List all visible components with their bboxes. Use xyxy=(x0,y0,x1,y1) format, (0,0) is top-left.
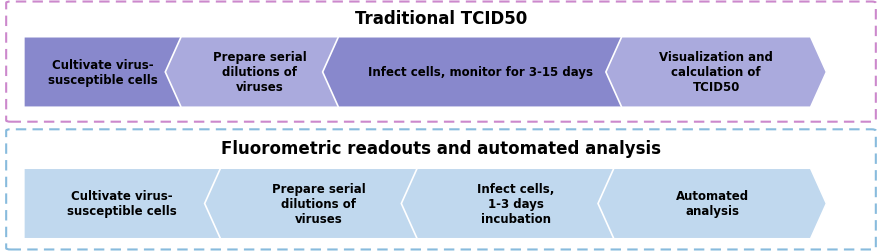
Text: Cultivate virus-
susceptible cells: Cultivate virus- susceptible cells xyxy=(48,59,157,87)
Text: Prepare serial
dilutions of
viruses: Prepare serial dilutions of viruses xyxy=(272,182,366,225)
Text: Cultivate virus-
susceptible cells: Cultivate virus- susceptible cells xyxy=(67,190,177,218)
Polygon shape xyxy=(205,169,433,239)
Text: Traditional TCID50: Traditional TCID50 xyxy=(355,10,527,28)
FancyBboxPatch shape xyxy=(6,3,876,122)
Text: Automated
analysis: Automated analysis xyxy=(676,190,749,218)
Polygon shape xyxy=(598,169,826,239)
Text: Infect cells, monitor for 3-15 days: Infect cells, monitor for 3-15 days xyxy=(368,66,593,79)
Polygon shape xyxy=(24,38,197,108)
Text: Prepare serial
dilutions of
viruses: Prepare serial dilutions of viruses xyxy=(213,51,307,94)
Text: Fluorometric readouts and automated analysis: Fluorometric readouts and automated anal… xyxy=(221,140,661,158)
Polygon shape xyxy=(606,38,826,108)
Polygon shape xyxy=(165,38,355,108)
FancyBboxPatch shape xyxy=(6,130,876,249)
Polygon shape xyxy=(323,38,638,108)
Text: Infect cells,
1-3 days
incubation: Infect cells, 1-3 days incubation xyxy=(477,182,554,225)
Polygon shape xyxy=(24,169,236,239)
Text: Visualization and
calculation of
TCID50: Visualization and calculation of TCID50 xyxy=(659,51,774,94)
Polygon shape xyxy=(401,169,630,239)
